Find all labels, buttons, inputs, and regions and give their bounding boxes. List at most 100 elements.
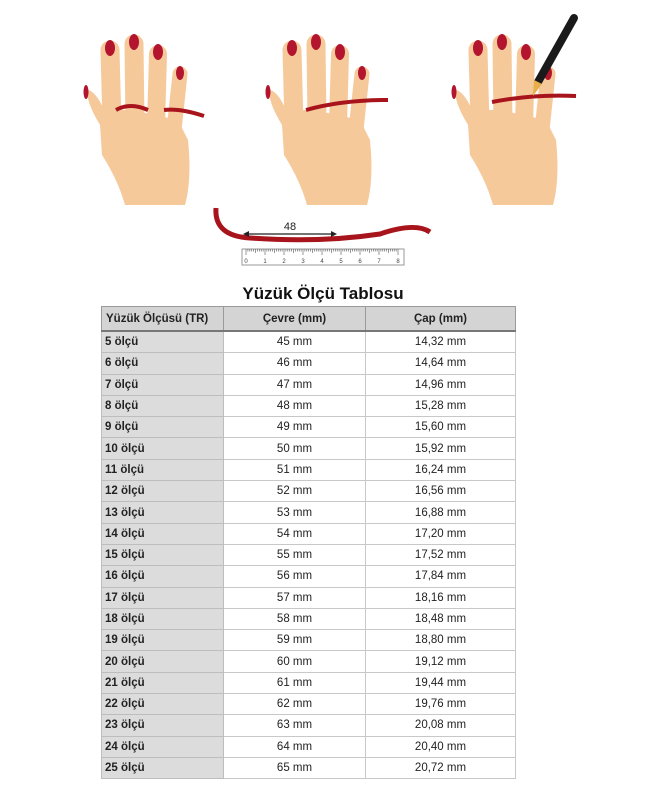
- cell-circumference: 49 mm: [223, 416, 366, 439]
- cell-circumference: 55 mm: [223, 543, 366, 567]
- table-row: 19 ölçü 59 mm 18,80 mm: [101, 629, 516, 652]
- table-row: 22 ölçü 62 mm 19,76 mm: [101, 693, 516, 716]
- cell-size: 17 ölçü: [101, 586, 224, 609]
- table-row: 11 ölçü 51 mm 16,24 mm: [101, 458, 516, 482]
- ring-measuring-illustration: 48 0 1 2 3 4 5 6 7 8: [0, 14, 578, 266]
- ruler-label: 8: [396, 259, 400, 265]
- cell-diameter: 19,12 mm: [365, 650, 516, 673]
- cell-circumference: 46 mm: [223, 352, 366, 375]
- cell-diameter: 15,28 mm: [365, 394, 516, 418]
- hand-step-3: [452, 14, 578, 205]
- cell-size: 7 ölçü: [101, 373, 224, 396]
- cell-circumference: 51 mm: [223, 458, 366, 482]
- ruler-label: 2: [282, 259, 286, 265]
- cell-diameter: 20,40 mm: [365, 735, 516, 758]
- table-row: 21 ölçü 61 mm 19,44 mm: [101, 671, 516, 695]
- cell-size: 5 ölçü: [101, 330, 224, 354]
- cell-diameter: 18,16 mm: [365, 586, 516, 609]
- cell-diameter: 17,84 mm: [365, 565, 516, 588]
- cell-diameter: 14,64 mm: [365, 352, 516, 375]
- cell-size: 9 ölçü: [101, 416, 224, 439]
- cell-circumference: 62 mm: [223, 693, 366, 716]
- table-row: 12 ölçü 52 mm 16,56 mm: [101, 480, 516, 503]
- header-size: Yüzük Ölçüsü (TR): [101, 306, 224, 332]
- cell-diameter: 16,88 mm: [365, 501, 516, 524]
- cell-size: 8 ölçü: [101, 394, 224, 418]
- cell-diameter: 19,44 mm: [365, 671, 516, 695]
- cell-diameter: 15,92 mm: [365, 437, 516, 460]
- cell-size: 15 ölçü: [101, 543, 224, 567]
- cell-size: 11 ölçü: [101, 458, 224, 482]
- cell-circumference: 64 mm: [223, 735, 366, 758]
- table-row: 17 ölçü 57 mm 18,16 mm: [101, 586, 516, 609]
- table-row: 18 ölçü 58 mm 18,48 mm: [101, 607, 516, 631]
- cell-size: 14 ölçü: [101, 522, 224, 545]
- table-row: 5 ölçü 45 mm 14,32 mm: [101, 330, 516, 354]
- table-row: 25 ölçü 65 mm 20,72 mm: [101, 756, 516, 780]
- hand-step-2: [266, 34, 389, 205]
- cell-circumference: 58 mm: [223, 607, 366, 631]
- cell-diameter: 14,32 mm: [365, 330, 516, 354]
- cell-circumference: 53 mm: [223, 501, 366, 524]
- cell-diameter: 19,76 mm: [365, 693, 516, 716]
- cell-size: 19 ölçü: [101, 629, 224, 652]
- cell-diameter: 20,08 mm: [365, 714, 516, 737]
- ruler-label: 1: [263, 259, 267, 265]
- cell-size: 10 ölçü: [101, 437, 224, 460]
- cell-size: 18 ölçü: [101, 607, 224, 631]
- cell-diameter: 20,72 mm: [365, 756, 516, 780]
- cell-circumference: 52 mm: [223, 480, 366, 503]
- ruler-label: 4: [320, 259, 324, 265]
- pencil-icon: [533, 14, 578, 96]
- ruler-label: 7: [377, 259, 381, 265]
- cell-size: 16 ölçü: [101, 565, 224, 588]
- hand-step-1: [84, 34, 205, 205]
- cell-circumference: 50 mm: [223, 437, 366, 460]
- table-row: 24 ölçü 64 mm 20,40 mm: [101, 735, 516, 758]
- ring-size-table: Yüzük Ölçüsü (TR) Çevre (mm) Çap (mm) 5 …: [101, 306, 516, 780]
- cell-diameter: 18,80 mm: [365, 629, 516, 652]
- cell-diameter: 15,60 mm: [365, 416, 516, 439]
- cell-diameter: 17,20 mm: [365, 522, 516, 545]
- ruler: 0 1 2 3 4 5 6 7 8: [241, 248, 405, 266]
- table-row: 23 ölçü 63 mm 20,08 mm: [101, 714, 516, 737]
- header-diameter: Çap (mm): [365, 306, 516, 332]
- cell-diameter: 16,56 mm: [365, 480, 516, 503]
- cell-size: 13 ölçü: [101, 501, 224, 524]
- cell-circumference: 59 mm: [223, 629, 366, 652]
- ruler-label: 3: [301, 259, 305, 265]
- cell-diameter: 18,48 mm: [365, 607, 516, 631]
- cell-circumference: 45 mm: [223, 330, 366, 354]
- table-row: 13 ölçü 53 mm 16,88 mm: [101, 501, 516, 524]
- table-row: 8 ölçü 48 mm 15,28 mm: [101, 394, 516, 418]
- cell-circumference: 60 mm: [223, 650, 366, 673]
- cell-size: 12 ölçü: [101, 480, 224, 503]
- cell-size: 24 ölçü: [101, 735, 224, 758]
- measure-label: 48: [284, 221, 296, 233]
- table-header-row: Yüzük Ölçüsü (TR) Çevre (mm) Çap (mm): [101, 306, 516, 332]
- cell-circumference: 54 mm: [223, 522, 366, 545]
- cell-diameter: 16,24 mm: [365, 458, 516, 482]
- cell-diameter: 14,96 mm: [365, 373, 516, 396]
- header-circumference: Çevre (mm): [223, 306, 366, 332]
- table-row: 14 ölçü 54 mm 17,20 mm: [101, 522, 516, 545]
- table-row: 7 ölçü 47 mm 14,96 mm: [101, 373, 516, 396]
- cell-circumference: 61 mm: [223, 671, 366, 695]
- cell-circumference: 63 mm: [223, 714, 366, 737]
- measured-string: 48: [213, 207, 432, 243]
- cell-circumference: 65 mm: [223, 756, 366, 780]
- table-row: 15 ölçü 55 mm 17,52 mm: [101, 543, 516, 567]
- page-title: Yüzük Ölçü Tablosu: [242, 284, 404, 303]
- cell-size: 20 ölçü: [101, 650, 224, 673]
- ruler-label: 6: [358, 259, 362, 265]
- ruler-label: 0: [244, 259, 248, 265]
- ruler-label: 5: [339, 259, 343, 265]
- cell-circumference: 56 mm: [223, 565, 366, 588]
- table-row: 6 ölçü 46 mm 14,64 mm: [101, 352, 516, 375]
- cell-size: 22 ölçü: [101, 693, 224, 716]
- table-row: 16 ölçü 56 mm 17,84 mm: [101, 565, 516, 588]
- cell-diameter: 17,52 mm: [365, 543, 516, 567]
- table-row: 10 ölçü 50 mm 15,92 mm: [101, 437, 516, 460]
- table-row: 9 ölçü 49 mm 15,60 mm: [101, 416, 516, 439]
- table-row: 20 ölçü 60 mm 19,12 mm: [101, 650, 516, 673]
